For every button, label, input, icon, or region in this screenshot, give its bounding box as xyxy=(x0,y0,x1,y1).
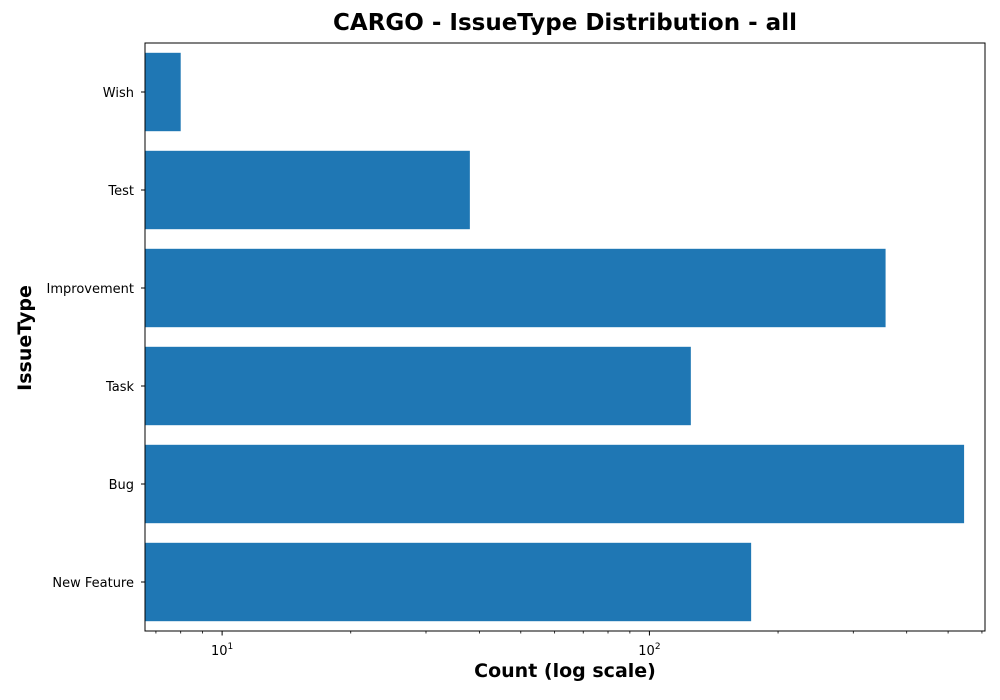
plot-frame xyxy=(144,42,986,632)
bar-bug xyxy=(145,444,965,524)
x-tick-label: 102 xyxy=(638,642,660,659)
bar-wish xyxy=(145,52,181,132)
bar-new-feature xyxy=(145,542,752,622)
x-axis-label: Count (log scale) xyxy=(474,660,656,682)
bar-test xyxy=(145,150,470,230)
y-tick-label: Test xyxy=(107,184,134,199)
y-tick-label: New Feature xyxy=(52,576,134,591)
y-tick-label: Improvement xyxy=(47,282,134,297)
x-tick-label: 101 xyxy=(211,642,233,659)
y-tick-label: Wish xyxy=(103,86,134,101)
bar-improvement xyxy=(145,248,886,328)
chart-title: CARGO - IssueType Distribution - all xyxy=(333,10,797,36)
bar-task xyxy=(145,346,691,426)
y-tick-label: Task xyxy=(105,380,135,395)
y-tick-label: Bug xyxy=(109,478,134,493)
y-axis-label: IssueType xyxy=(14,285,36,391)
